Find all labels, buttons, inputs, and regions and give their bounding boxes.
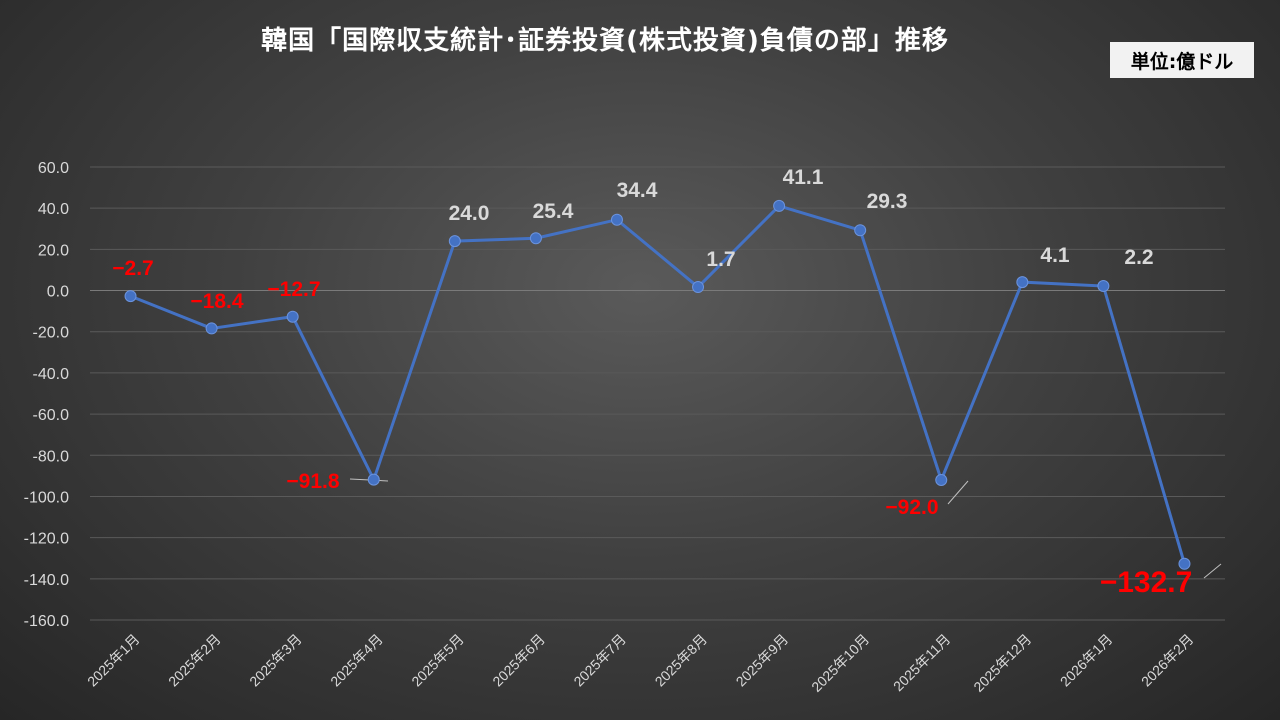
data-label: −91.8 (286, 470, 339, 493)
x-tick-label: 2025年4月 (327, 631, 386, 690)
data-label: 29.3 (867, 190, 908, 213)
data-point (205, 322, 218, 335)
data-point (692, 281, 705, 294)
x-tick-label: 2025年5月 (408, 631, 467, 690)
x-tick-label: 2025年1月 (84, 631, 143, 690)
x-tick-label: 2025年11月 (890, 631, 953, 694)
unit-label: 単位:億ドル (1110, 42, 1254, 78)
leader-line (1203, 563, 1222, 579)
x-tick-label: 2025年2月 (165, 631, 224, 690)
y-tick-label: -120.0 (24, 531, 69, 548)
y-tick-label: -100.0 (24, 489, 69, 506)
x-tick-label: 2025年10月 (808, 631, 872, 695)
data-point (1178, 557, 1191, 570)
x-tick-label: 2025年9月 (733, 631, 792, 690)
data-label: 34.4 (617, 179, 658, 202)
data-point (448, 235, 461, 248)
x-tick-label: 2025年6月 (489, 631, 548, 690)
y-tick-label: -40.0 (33, 366, 70, 383)
data-label: −92.0 (885, 496, 938, 519)
y-tick-label: 0.0 (47, 284, 69, 301)
data-point (935, 473, 948, 486)
data-label: 4.1 (1040, 244, 1070, 267)
x-tick-label: 2025年7月 (570, 631, 629, 690)
data-label: 41.1 (783, 166, 824, 189)
y-tick-label: 40.0 (38, 201, 69, 218)
y-tick-label: -60.0 (33, 407, 70, 424)
series-line (129, 204, 1186, 565)
data-point (773, 199, 786, 212)
data-point (367, 473, 380, 486)
y-tick-label: 20.0 (38, 242, 69, 259)
y-tick-label: -140.0 (24, 572, 69, 589)
data-point (529, 232, 542, 245)
leader-line (947, 480, 969, 505)
data-label: −2.7 (112, 257, 153, 280)
data-point (854, 224, 867, 237)
data-point (124, 290, 137, 303)
y-tick-label: -20.0 (33, 325, 70, 342)
x-tick-label: 2025年3月 (246, 631, 305, 690)
x-tick-label: 2026年1月 (1057, 631, 1116, 690)
y-tick-label: 60.0 (38, 160, 69, 177)
data-label: 25.4 (533, 200, 574, 223)
data-point (610, 213, 623, 226)
data-point (286, 310, 299, 323)
data-label: −12.7 (267, 278, 320, 301)
data-label: 24.0 (449, 202, 490, 225)
x-tick-label: 2025年8月 (652, 631, 711, 690)
y-tick-label: -160.0 (24, 613, 69, 630)
x-tick-label: 2026年2月 (1138, 631, 1197, 690)
y-tick-label: -80.0 (33, 448, 70, 465)
data-point (1016, 276, 1029, 289)
chart-title: 韓国「国際収支統計･証券投資(株式投資)負債の部」推移 (261, 26, 949, 56)
data-label: −132.7 (1100, 566, 1193, 599)
x-tick-label: 2025年12月 (970, 631, 1034, 695)
data-label: −18.4 (190, 290, 243, 313)
data-label: 1.7 (706, 248, 735, 271)
data-label: 2.2 (1124, 246, 1153, 269)
data-point (1097, 280, 1110, 293)
